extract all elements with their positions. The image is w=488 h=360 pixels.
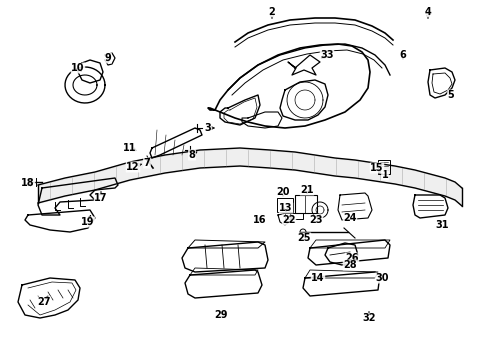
Text: 31: 31 bbox=[434, 220, 448, 230]
Text: 29: 29 bbox=[214, 310, 227, 320]
Text: 15: 15 bbox=[369, 163, 383, 173]
Text: 2: 2 bbox=[268, 7, 275, 17]
Text: 5: 5 bbox=[447, 90, 453, 100]
Bar bbox=[276, 198, 292, 212]
Text: 30: 30 bbox=[374, 273, 388, 283]
Text: 4: 4 bbox=[424, 7, 430, 17]
Text: 8: 8 bbox=[188, 150, 195, 160]
Text: 27: 27 bbox=[37, 297, 51, 307]
Text: 12: 12 bbox=[126, 162, 140, 172]
Text: 6: 6 bbox=[399, 50, 406, 60]
Text: 17: 17 bbox=[94, 193, 107, 203]
Text: 7: 7 bbox=[143, 158, 150, 168]
Text: 20: 20 bbox=[276, 187, 289, 197]
Text: 22: 22 bbox=[282, 215, 295, 225]
Text: 24: 24 bbox=[343, 213, 356, 223]
Text: 14: 14 bbox=[311, 273, 324, 283]
Text: 9: 9 bbox=[104, 53, 111, 63]
Text: 13: 13 bbox=[279, 203, 292, 213]
Text: 25: 25 bbox=[297, 233, 310, 243]
Text: 1: 1 bbox=[381, 170, 387, 180]
Text: 19: 19 bbox=[81, 217, 95, 227]
Bar bbox=[294, 195, 316, 213]
Text: 28: 28 bbox=[343, 260, 356, 270]
Bar bbox=[285, 213, 303, 219]
Text: 3: 3 bbox=[204, 123, 211, 133]
Text: 26: 26 bbox=[345, 253, 358, 263]
Text: 33: 33 bbox=[320, 50, 333, 60]
Bar bbox=[377, 160, 389, 174]
Text: 11: 11 bbox=[123, 143, 137, 153]
Text: 16: 16 bbox=[253, 215, 266, 225]
Text: 18: 18 bbox=[21, 178, 35, 188]
Text: 32: 32 bbox=[362, 313, 375, 323]
Text: 10: 10 bbox=[71, 63, 84, 73]
Text: 21: 21 bbox=[300, 185, 313, 195]
Text: 23: 23 bbox=[308, 215, 322, 225]
